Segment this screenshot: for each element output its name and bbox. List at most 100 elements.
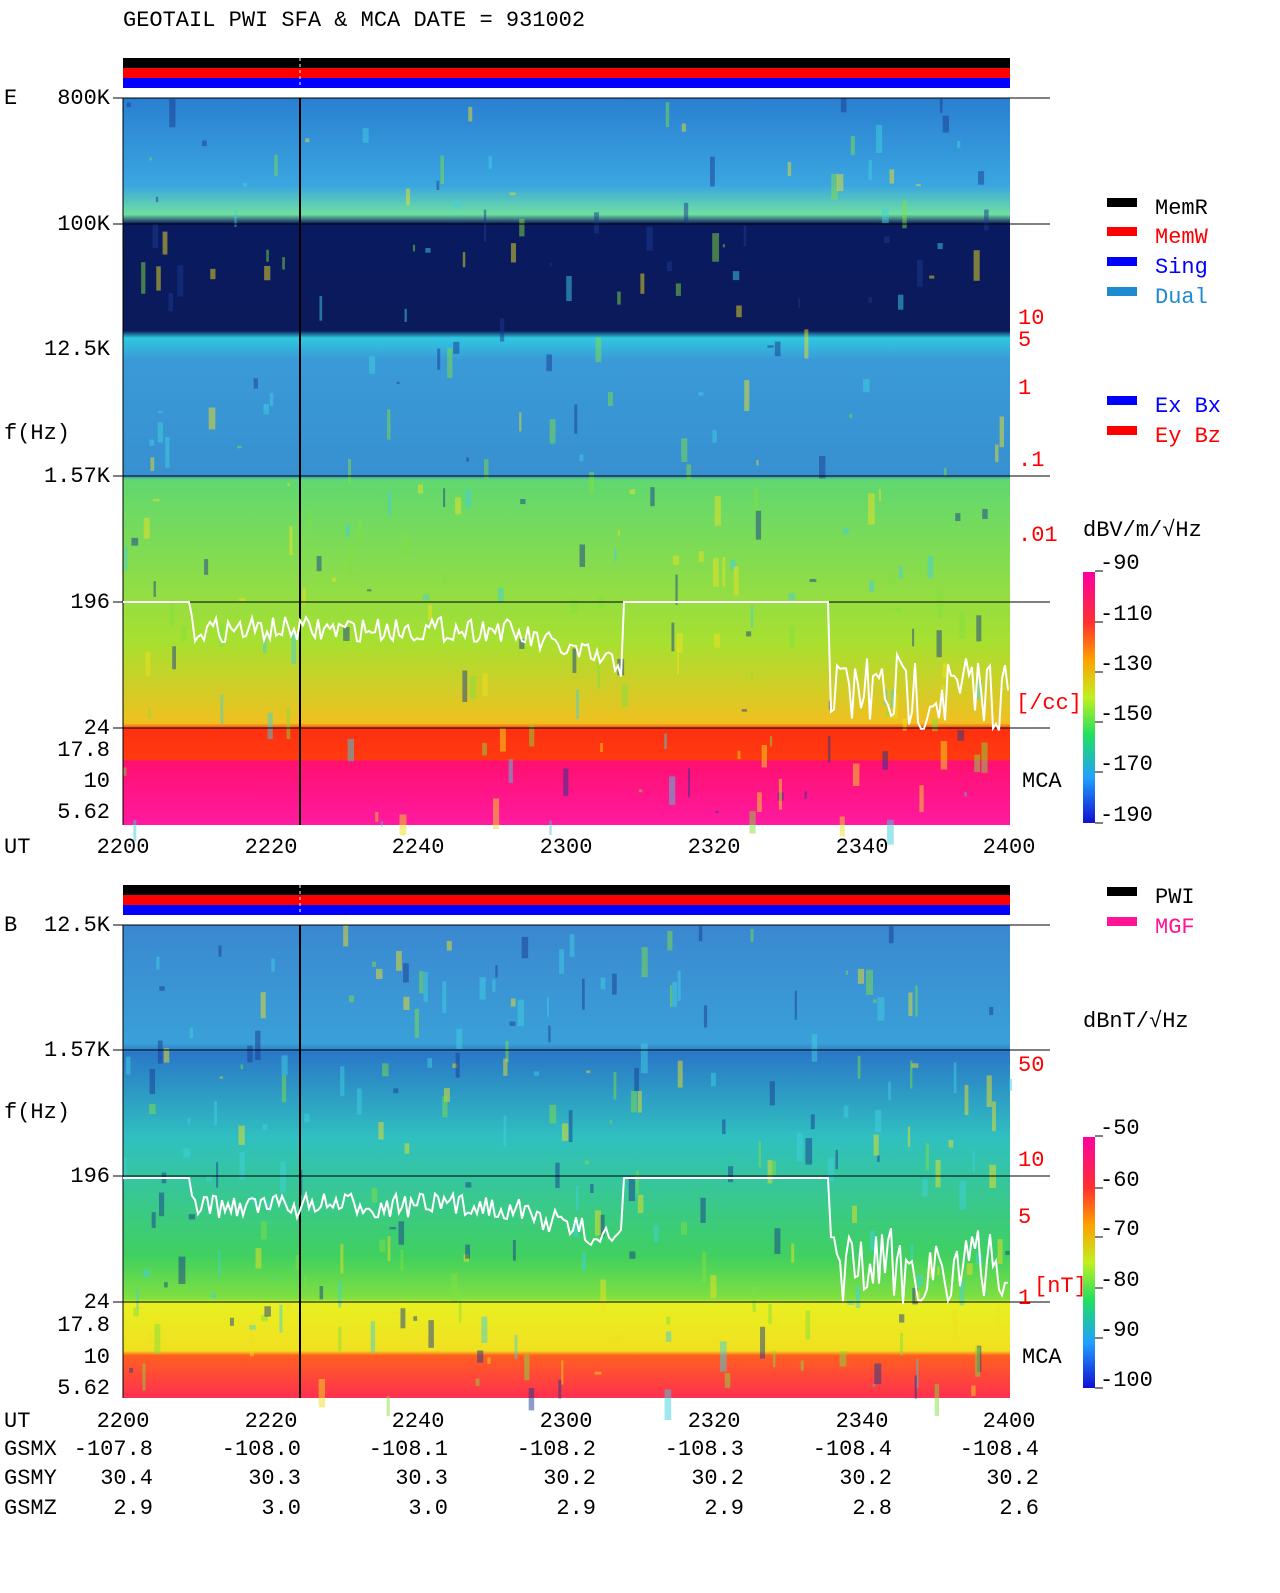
speckle	[465, 489, 472, 507]
speckle	[732, 271, 740, 281]
speckle	[768, 1303, 772, 1324]
speckle	[755, 510, 762, 540]
speckle	[703, 1005, 708, 1028]
density-labels: .01	[1018, 523, 1058, 548]
speckle	[243, 183, 248, 187]
speckle	[750, 605, 754, 628]
speckle	[800, 1360, 804, 1371]
speckle	[572, 648, 577, 673]
speckle	[477, 1350, 484, 1363]
speckle	[733, 566, 739, 596]
speckle	[975, 1347, 981, 1377]
speckle	[931, 719, 938, 732]
speckle	[169, 600, 174, 626]
speckle	[796, 1132, 803, 1162]
speckle	[827, 735, 831, 763]
speckle	[219, 1076, 224, 1079]
speckle	[575, 1185, 579, 1211]
speckle	[392, 1311, 400, 1315]
speckle	[549, 820, 552, 835]
speckle	[264, 265, 271, 281]
colorbar-labels: -90	[1100, 551, 1140, 576]
speckle	[769, 1081, 775, 1106]
speckle	[428, 604, 433, 621]
speckle	[156, 956, 160, 970]
speckle	[497, 587, 504, 602]
speckle	[1005, 1250, 1010, 1255]
speckle	[628, 1176, 635, 1201]
speckle	[403, 534, 409, 556]
speckle	[181, 626, 187, 642]
speckle	[937, 243, 943, 250]
speckle	[271, 958, 275, 972]
colorbar-labels: -70	[1100, 1217, 1140, 1242]
speckle	[483, 209, 487, 242]
speckle	[512, 1240, 516, 1261]
speckle	[754, 487, 759, 516]
speckle	[677, 970, 681, 1001]
legend-label: MemW	[1155, 225, 1209, 250]
speckle	[995, 444, 999, 463]
speckle	[999, 416, 1005, 448]
title: GEOTAIL PWI SFA & MCA DATE = 931002	[123, 8, 585, 33]
speckle	[875, 1109, 882, 1133]
time-label: 2200	[97, 1409, 150, 1434]
speckle	[279, 1304, 283, 1333]
speckle	[771, 1160, 777, 1177]
speckle	[456, 1028, 463, 1050]
speckle	[758, 1141, 761, 1168]
speckle	[375, 812, 379, 822]
speckle	[607, 391, 613, 407]
speckle	[510, 243, 517, 263]
density-unit: [/cc]	[1016, 691, 1082, 716]
speckle	[890, 689, 894, 709]
legend-swatch	[1107, 257, 1137, 266]
speckle	[466, 457, 469, 462]
speckle	[210, 268, 216, 280]
speckle	[455, 497, 462, 515]
freq-labels: 24	[84, 1290, 110, 1315]
speckle	[757, 792, 762, 812]
status-bar	[123, 68, 1010, 78]
speckle	[340, 1066, 345, 1097]
speckle	[899, 1314, 905, 1323]
speckle	[149, 1068, 156, 1095]
speckle	[573, 1220, 579, 1238]
speckle	[581, 1252, 587, 1271]
speckle	[332, 577, 337, 582]
speckle	[382, 1063, 389, 1077]
speckle	[666, 1316, 671, 1325]
speckle	[220, 694, 224, 724]
speckle	[957, 140, 961, 148]
speckle	[736, 305, 742, 318]
speckle	[218, 945, 222, 957]
speckle	[687, 768, 691, 798]
speckle	[724, 1373, 731, 1388]
speckle	[594, 212, 600, 234]
speckle	[469, 676, 476, 700]
speckle	[509, 1021, 516, 1026]
speckle	[805, 1138, 813, 1165]
axis-label: f(Hz)	[4, 421, 70, 446]
speckle	[811, 1034, 818, 1062]
speckle	[885, 710, 891, 717]
speckle	[594, 1210, 601, 1236]
orbit-label: GSMY	[4, 1466, 57, 1491]
speckle	[843, 528, 849, 534]
speckle	[843, 1105, 849, 1118]
speckle	[664, 733, 667, 750]
speckle	[666, 261, 672, 272]
speckle	[927, 555, 934, 579]
colorbar-labels: -130	[1100, 652, 1153, 677]
speckle	[701, 1252, 707, 1283]
speckle	[943, 467, 947, 477]
speckle	[929, 275, 935, 279]
speckle	[479, 977, 486, 1000]
speckle	[828, 1157, 834, 1182]
speckle	[953, 1062, 957, 1094]
speckle	[422, 594, 430, 600]
legend-swatch	[1107, 917, 1137, 926]
speckle	[600, 742, 603, 753]
speckle	[549, 1104, 557, 1124]
field-labels: 10	[1018, 1148, 1044, 1173]
